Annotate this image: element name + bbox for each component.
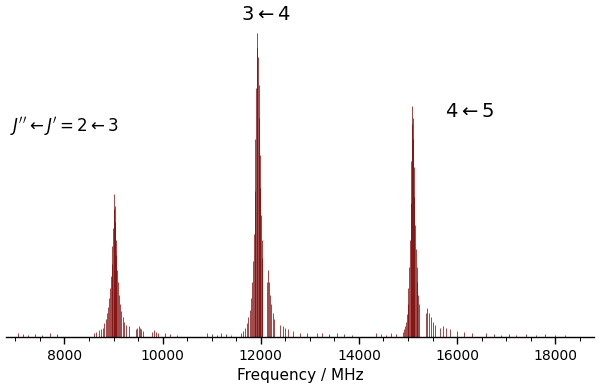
X-axis label: Frequency / MHz: Frequency / MHz <box>236 368 364 384</box>
Text: $4 \leftarrow 5$: $4 \leftarrow 5$ <box>445 103 494 121</box>
Text: $J'' \leftarrow J' = 2 \leftarrow 3$: $J'' \leftarrow J' = 2 \leftarrow 3$ <box>10 115 119 138</box>
Text: $3 \leftarrow 4$: $3 \leftarrow 4$ <box>241 6 290 24</box>
